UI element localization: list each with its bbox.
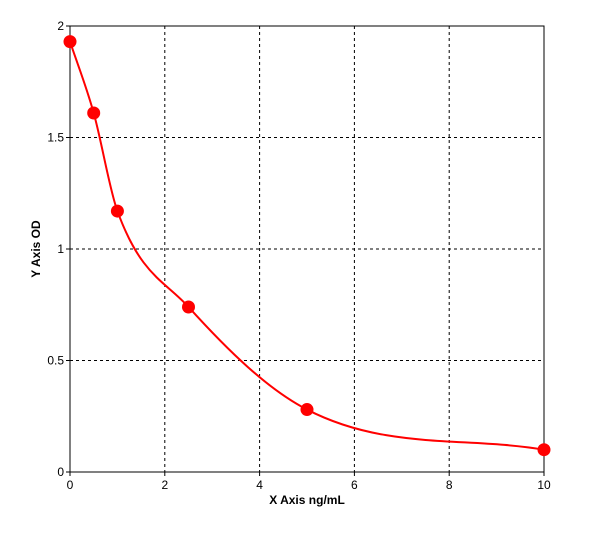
fit-curve-line — [69, 41, 545, 451]
y-tick-label: 0 — [57, 465, 64, 479]
y-tick-label: 1.5 — [47, 131, 64, 145]
axis-ticks: 0 2 4 6 8 10 0 0.5 1 1.5 2 — [47, 19, 551, 492]
x-tick-label: 6 — [351, 478, 358, 492]
y-axis-title: Y Axis OD — [29, 220, 43, 278]
data-point — [182, 300, 195, 314]
y-tick-label: 1 — [57, 242, 64, 256]
data-point — [300, 403, 314, 417]
x-tick-label: 2 — [161, 478, 168, 492]
data-point — [537, 443, 551, 457]
y-tick-label: 0.5 — [47, 354, 64, 368]
data-point — [63, 35, 77, 49]
data-points — [63, 35, 551, 457]
y-tick-label: 2 — [57, 19, 64, 33]
data-point — [110, 204, 124, 218]
x-tick-label: 10 — [537, 478, 551, 492]
grid-lines — [70, 26, 544, 472]
data-point — [87, 106, 101, 120]
x-tick-label: 8 — [446, 478, 453, 492]
x-tick-label: 0 — [67, 478, 74, 492]
x-tick-label: 4 — [256, 478, 263, 492]
x-axis-title: X Axis ng/mL — [269, 493, 345, 507]
